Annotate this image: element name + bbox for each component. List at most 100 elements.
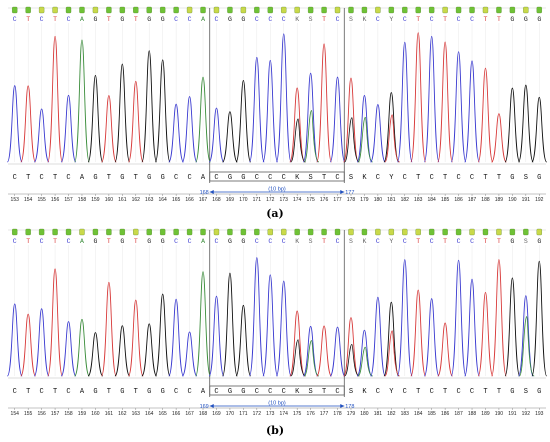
base-call-top: K [362,16,366,23]
base-call-bottom: G [120,388,124,396]
base-call-bottom: G [147,174,151,182]
base-call-bottom: C [255,388,259,396]
base-call-top: C [67,238,71,245]
base-call-top: C [268,238,272,245]
base-call-bottom: K [362,388,367,396]
trace-peak [477,291,494,377]
base-call-bottom: S [349,388,353,396]
quality-bar [160,228,166,236]
trace-peak [208,295,225,377]
trace-secondary-peak [519,316,535,377]
base-call-bottom: Y [389,174,394,182]
base-call-bottom: T [53,174,57,182]
trace-peak [329,76,346,163]
trace-peak [154,293,171,377]
base-call-bottom: G [161,388,165,396]
base-call-bottom: S [349,174,353,182]
base-call-bottom: K [295,174,300,182]
position-number: 178 [347,197,356,203]
quality-bar [12,228,18,236]
quality-bar [321,6,327,14]
trace-peak [87,74,104,163]
base-call-top: C [470,16,474,23]
base-call-top: C [376,238,380,245]
base-call-bottom: G [161,174,165,182]
base-call-top: G [241,238,245,245]
position-number: 173 [266,411,275,417]
base-call-bottom: G [510,388,514,396]
quality-bar [281,228,287,236]
trace-peak [491,259,507,377]
trace-peak [302,72,319,163]
trace-peak [504,277,521,377]
base-call-top: C [188,16,192,23]
base-call-top: C [457,238,461,245]
trace-peak [208,107,225,163]
trace-peak [410,289,427,377]
trace-peak [168,103,184,163]
quality-bar [254,6,260,14]
base-call-top: Y [389,238,393,245]
base-call-bottom: S [524,174,528,182]
trace-peak [343,317,359,377]
base-call-top: C [255,16,259,23]
trace-peak [6,303,23,377]
quality-bar [455,6,462,14]
quality-bar [119,228,125,236]
quality-bar [173,228,179,236]
position-number: 161 [105,411,114,417]
base-call-top: T [134,238,138,245]
quality-bar [536,6,542,14]
base-call-bottom: C [187,174,191,182]
position-number: 184 [428,197,437,203]
quality-bar [213,6,220,14]
base-call-top: C [457,16,461,23]
base-call-bottom: S [309,174,313,182]
trace-peak [450,51,467,163]
base-call-bottom: C [174,174,178,182]
trace-secondary-peak [344,117,360,163]
position-number: 157 [64,197,73,203]
quality-bar [415,6,421,14]
quality-bar [294,6,300,14]
position-number: 168 [212,197,221,203]
base-call-top: C [67,16,71,23]
position-number: 162 [118,411,127,417]
trace-peak [47,268,63,377]
position-number: 157 [51,411,60,417]
base-call-bottom: C [187,388,191,396]
base-call-top: T [26,238,30,245]
trace-secondary-peak [303,109,320,163]
base-call-top: C [430,238,434,245]
position-number: 190 [508,197,517,203]
base-call-bottom: C [13,388,17,396]
quality-bar [65,228,72,236]
trace-peak [235,79,252,163]
base-call-bottom: T [53,388,57,396]
trace-peak [127,80,144,163]
position-number: 159 [78,411,87,417]
quality-bar [375,228,381,236]
position-number: 181 [387,197,396,203]
base-call-bottom: C [430,174,434,182]
trace-peak [168,298,184,377]
position-number: 189 [481,411,490,417]
quality-bar [25,228,31,236]
base-call-bottom: Y [389,388,394,396]
position-number: 174 [293,197,302,203]
trace-peak [275,33,292,163]
trace-secondary-peak [384,330,401,377]
base-call-bottom: C [255,174,259,182]
base-call-top: K [362,238,366,245]
trace-peak [531,96,548,163]
selected-region-box [209,385,345,396]
quality-bar [334,6,341,14]
trace-peak [262,59,279,163]
quality-bar [79,228,85,236]
base-call-bottom: C [174,388,178,396]
position-number: 154 [11,411,20,417]
position-number: 172 [253,411,262,417]
position-number: 174 [280,411,289,417]
quality-bar [92,228,99,236]
